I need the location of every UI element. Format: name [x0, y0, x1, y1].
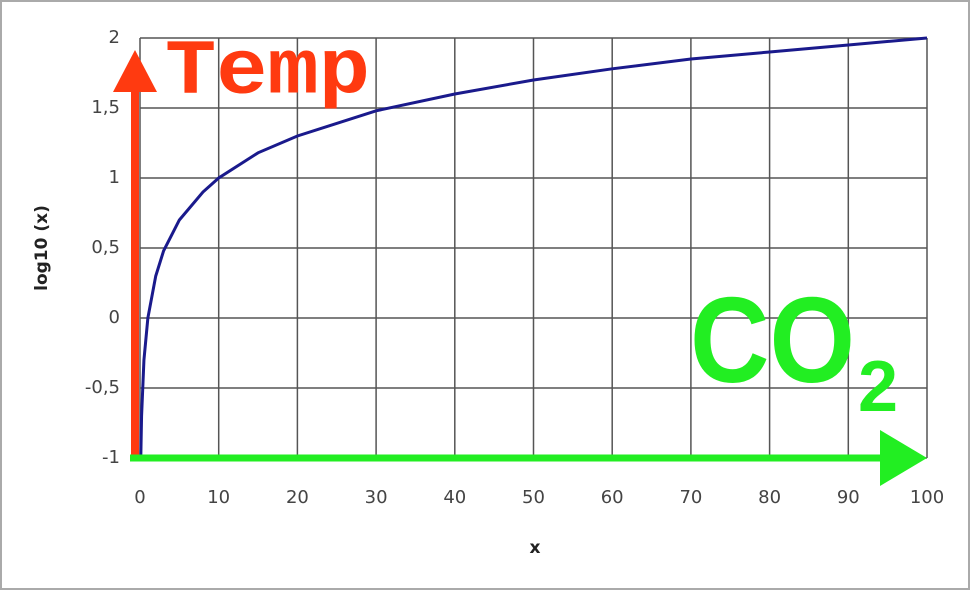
x-tick-label: 100	[910, 487, 944, 508]
co2-arrowhead	[880, 430, 927, 486]
y-tick-label: 0,5	[91, 237, 120, 258]
co2-annotation: CO	[690, 272, 855, 408]
x-tick-label: 50	[522, 487, 545, 508]
temp-annotation: Temp	[165, 29, 370, 117]
y-tick-label: 2	[109, 27, 120, 48]
x-tick-label: 70	[679, 487, 702, 508]
x-tick-label: 60	[601, 487, 624, 508]
co2-subscript: 2	[858, 347, 898, 427]
y-axis-label: log10 (x)	[32, 205, 52, 291]
x-tick-label: 40	[443, 487, 466, 508]
x-axis-label: x	[530, 538, 541, 558]
x-tick-label: 10	[207, 487, 230, 508]
y-tick-label: -1	[102, 447, 120, 468]
x-tick-label: 20	[286, 487, 309, 508]
x-tick-label: 0	[134, 487, 145, 508]
temp-arrowhead	[113, 50, 157, 92]
y-tick-label: -0,5	[85, 377, 120, 398]
x-tick-label: 90	[837, 487, 860, 508]
y-tick-label: 0	[109, 307, 120, 328]
x-tick-label: 80	[758, 487, 781, 508]
x-tick-label: 30	[365, 487, 388, 508]
data-line	[139, 36, 928, 459]
y-tick-label: 1,5	[91, 97, 120, 118]
y-tick-label: 1	[109, 167, 120, 188]
